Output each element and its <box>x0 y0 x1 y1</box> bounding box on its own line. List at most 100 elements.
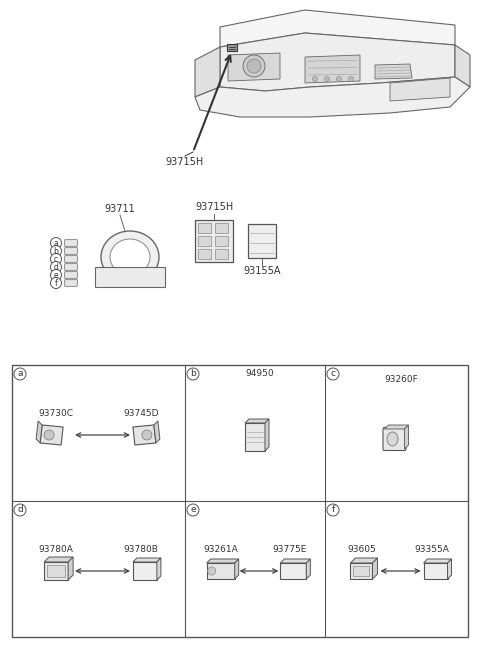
Text: 93780A: 93780A <box>39 545 73 554</box>
Circle shape <box>187 368 199 380</box>
Polygon shape <box>423 559 452 563</box>
Polygon shape <box>40 425 63 445</box>
Text: e: e <box>190 506 196 514</box>
Circle shape <box>187 504 199 516</box>
Circle shape <box>327 368 339 380</box>
Bar <box>133 562 157 580</box>
Polygon shape <box>375 64 412 79</box>
Polygon shape <box>133 558 161 562</box>
Polygon shape <box>157 558 161 580</box>
Circle shape <box>50 253 61 265</box>
FancyBboxPatch shape <box>383 428 406 451</box>
Polygon shape <box>154 421 160 443</box>
Polygon shape <box>207 559 239 563</box>
Polygon shape <box>280 559 310 563</box>
Circle shape <box>44 430 54 440</box>
Polygon shape <box>350 558 377 563</box>
Text: e: e <box>54 271 58 280</box>
Bar <box>423 563 447 579</box>
Polygon shape <box>133 425 156 445</box>
Polygon shape <box>220 10 455 47</box>
Circle shape <box>50 246 61 257</box>
Text: 93775E: 93775E <box>272 545 307 554</box>
Text: c: c <box>331 369 336 379</box>
Bar <box>215 249 228 259</box>
Text: d: d <box>17 506 23 514</box>
FancyBboxPatch shape <box>95 267 165 287</box>
Circle shape <box>208 567 216 575</box>
Text: 93745D: 93745D <box>123 409 158 418</box>
Ellipse shape <box>110 239 150 275</box>
Bar <box>198 223 211 233</box>
Circle shape <box>324 77 329 81</box>
Text: f: f <box>331 506 335 514</box>
Bar <box>227 44 237 51</box>
Circle shape <box>14 368 26 380</box>
FancyBboxPatch shape <box>65 264 77 271</box>
FancyBboxPatch shape <box>248 224 276 258</box>
Text: d: d <box>54 263 59 272</box>
Polygon shape <box>305 55 360 83</box>
Circle shape <box>327 504 339 516</box>
FancyBboxPatch shape <box>65 248 77 254</box>
Text: 93260F: 93260F <box>384 375 419 383</box>
Text: 93780B: 93780B <box>123 545 158 554</box>
Text: 93730C: 93730C <box>38 409 73 418</box>
Polygon shape <box>235 559 239 579</box>
Bar <box>44 562 68 580</box>
Text: 93605: 93605 <box>347 545 376 554</box>
Bar <box>198 249 211 259</box>
Circle shape <box>312 77 317 81</box>
Circle shape <box>50 278 61 288</box>
Ellipse shape <box>387 432 398 446</box>
FancyBboxPatch shape <box>65 280 77 286</box>
Bar <box>353 566 370 576</box>
Polygon shape <box>306 559 310 579</box>
Polygon shape <box>384 425 408 429</box>
Text: 93355A: 93355A <box>414 545 449 554</box>
Polygon shape <box>68 557 73 580</box>
Bar <box>198 236 211 246</box>
Circle shape <box>247 59 261 73</box>
Circle shape <box>50 238 61 248</box>
Bar <box>207 563 235 579</box>
Bar <box>12 365 468 637</box>
Bar <box>280 563 306 579</box>
Text: a: a <box>17 369 23 379</box>
Polygon shape <box>195 77 470 117</box>
Text: b: b <box>54 246 59 255</box>
Text: 93715H: 93715H <box>166 157 204 167</box>
Polygon shape <box>195 47 220 97</box>
Polygon shape <box>372 558 377 579</box>
Circle shape <box>243 55 265 77</box>
Text: c: c <box>54 255 58 263</box>
Polygon shape <box>265 419 269 451</box>
Circle shape <box>50 269 61 280</box>
Text: 93155A: 93155A <box>243 266 281 276</box>
Circle shape <box>50 261 61 272</box>
Polygon shape <box>36 421 42 443</box>
Circle shape <box>336 77 341 81</box>
Circle shape <box>142 430 152 440</box>
Polygon shape <box>447 559 452 579</box>
Polygon shape <box>44 557 73 562</box>
Bar <box>245 423 265 451</box>
Bar <box>47 565 65 577</box>
Circle shape <box>14 504 26 516</box>
Circle shape <box>348 77 353 81</box>
Polygon shape <box>455 45 470 87</box>
Ellipse shape <box>101 231 159 283</box>
FancyBboxPatch shape <box>65 240 77 246</box>
Text: f: f <box>55 278 58 288</box>
Polygon shape <box>245 419 269 423</box>
Text: 93261A: 93261A <box>204 545 238 554</box>
Bar <box>215 223 228 233</box>
FancyBboxPatch shape <box>65 272 77 278</box>
Polygon shape <box>228 53 280 81</box>
Text: 94950: 94950 <box>246 369 274 379</box>
Text: 93715H: 93715H <box>195 202 233 212</box>
Polygon shape <box>390 78 450 101</box>
Polygon shape <box>405 425 408 449</box>
Bar <box>215 236 228 246</box>
Text: b: b <box>190 369 196 379</box>
